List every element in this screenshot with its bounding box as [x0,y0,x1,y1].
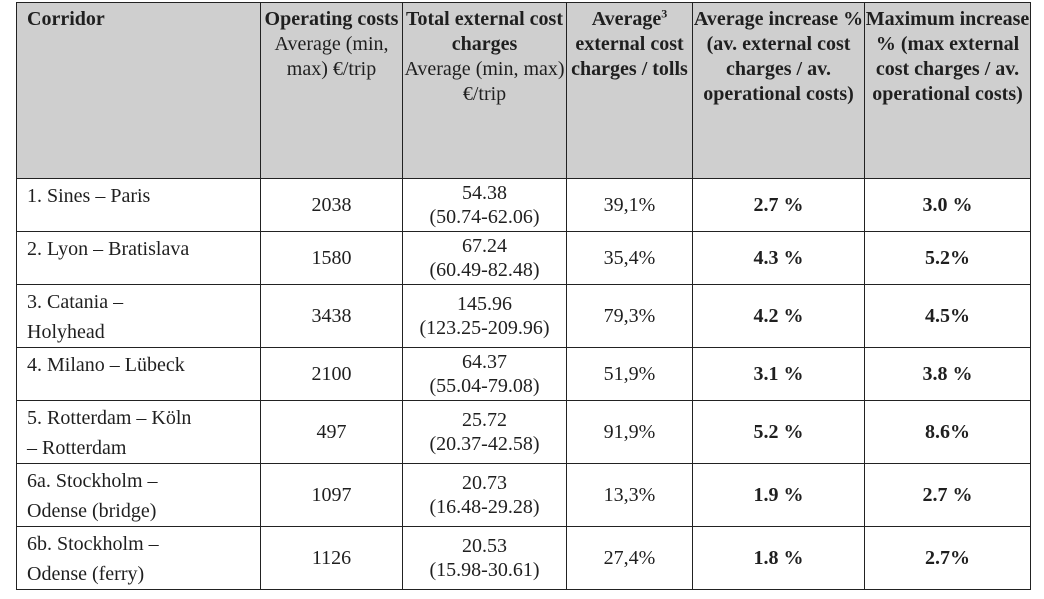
cell-tolls-share: 91,9% [566,400,693,464]
cell-external-average: 64.37 [462,351,507,373]
cell-average-increase: 1.8 % [692,526,865,590]
cell-operating-cost: 3438 [260,284,403,348]
cell-maximum-increase: 5.2% [864,231,1031,285]
header-external-sub: Average (min, max) €/trip [404,58,565,105]
cell-corridor: 5. Rotterdam – Köln – Rotterdam [16,400,261,464]
table-row: 2. Lyon – Bratislava 1580 67.24 (60.49-8… [16,231,1031,285]
cell-maximum-increase: 4.5% [864,284,1031,348]
cell-external-range: (60.49-82.48) [429,259,540,281]
footnote-marker: 3 [661,6,668,21]
cell-tolls-share: 39,1% [566,178,693,232]
cell-external-range: (55.04-79.08) [429,375,540,397]
cell-corridor: 2. Lyon – Bratislava [16,231,261,285]
cell-maximum-increase: 8.6% [864,400,1031,464]
cell-external-charges: 54.38 (50.74-62.06) [402,178,567,232]
cost-comparison-table: Corridor Operating costs Average (min, m… [16,2,1031,590]
table-row: 5. Rotterdam – Köln – Rotterdam 497 25.7… [16,400,1031,464]
cell-corridor: 6b. Stockholm – Odense (ferry) [16,526,261,590]
cell-operating-cost: 1580 [260,231,403,285]
cell-operating-cost: 2100 [260,347,403,401]
header-corridor: Corridor [16,2,261,179]
cell-external-range: (123.25-209.96) [419,317,550,339]
cell-operating-cost: 1097 [260,463,403,527]
cell-average-increase: 2.7 % [692,178,865,232]
cell-corridor: 3. Catania – Holyhead [16,284,261,348]
cell-external-range: (15.98-30.61) [429,559,540,581]
header-max-increase-label: Maximum increase % (max external cost ch… [865,8,1030,105]
cell-external-range: (16.48-29.28) [429,496,540,518]
cell-operating-cost: 497 [260,400,403,464]
header-operating-sub: Average (min, max) €/trip [274,33,389,80]
cell-maximum-increase: 3.0 % [864,178,1031,232]
cell-external-charges: 64.37 (55.04-79.08) [402,347,567,401]
cell-maximum-increase: 2.7 % [864,463,1031,527]
cell-average-increase: 1.9 % [692,463,865,527]
cell-external-charges: 67.24 (60.49-82.48) [402,231,567,285]
cell-maximum-increase: 2.7% [864,526,1031,590]
header-corridor-label: Corridor [27,8,105,30]
cell-tolls-share: 79,3% [566,284,693,348]
cell-external-average: 25.72 [462,409,507,431]
header-external-title: Total external cost charges [405,8,563,55]
cell-average-increase: 4.3 % [692,231,865,285]
cell-corridor: 1. Sines – Paris [16,178,261,232]
cell-average-increase: 3.1 % [692,347,865,401]
cell-operating-cost: 1126 [260,526,403,590]
cell-average-increase: 5.2 % [692,400,865,464]
table-row: 6b. Stockholm – Odense (ferry) 1126 20.5… [16,526,1031,590]
table-header: Corridor Operating costs Average (min, m… [16,2,1031,179]
table-row: 4. Milano – Lübeck 2100 64.37 (55.04-79.… [16,347,1031,401]
cell-external-average: 54.38 [462,182,507,204]
header-maximum-increase: Maximum increase % (max external cost ch… [864,2,1031,179]
table-row: 3. Catania – Holyhead 3438 145.96 (123.2… [16,284,1031,348]
cell-corridor: 4. Milano – Lübeck [16,347,261,401]
cell-external-charges: 20.53 (15.98-30.61) [402,526,567,590]
cell-external-average: 20.73 [462,472,507,494]
header-tolls-title-b: external cost charges / tolls [571,33,688,80]
table-row: 1. Sines – Paris 2038 54.38 (50.74-62.06… [16,178,1031,232]
header-average-tolls: Average3 external cost charges / tolls [566,2,693,179]
cell-tolls-share: 27,4% [566,526,693,590]
cell-operating-cost: 2038 [260,178,403,232]
cell-external-average: 145.96 [457,293,512,315]
cell-external-charges: 20.73 (16.48-29.28) [402,463,567,527]
header-row: Corridor Operating costs Average (min, m… [16,2,1031,179]
cell-corridor: 6a. Stockholm – Odense (bridge) [16,463,261,527]
header-external-charges: Total external cost charges Average (min… [402,2,567,179]
cell-average-increase: 4.2 % [692,284,865,348]
table-row: 6a. Stockholm – Odense (bridge) 1097 20.… [16,463,1031,527]
cell-tolls-share: 13,3% [566,463,693,527]
header-avg-increase-label: Average increase % (av. external cost ch… [693,8,864,105]
cell-maximum-increase: 3.8 % [864,347,1031,401]
cell-external-charges: 25.72 (20.37-42.58) [402,400,567,464]
cell-external-average: 20.53 [462,535,507,557]
header-operating-costs: Operating costs Average (min, max) €/tri… [260,2,403,179]
table-body: 1. Sines – Paris 2038 54.38 (50.74-62.06… [16,178,1031,590]
cell-external-range: (20.37-42.58) [429,433,540,455]
cell-tolls-share: 35,4% [566,231,693,285]
cell-external-average: 67.24 [462,235,507,257]
header-average-increase: Average increase % (av. external cost ch… [692,2,865,179]
cell-external-charges: 145.96 (123.25-209.96) [402,284,567,348]
cell-external-range: (50.74-62.06) [429,206,540,228]
cell-tolls-share: 51,9% [566,347,693,401]
header-tolls-title-a: Average [591,8,662,30]
header-operating-title: Operating costs [264,8,399,30]
